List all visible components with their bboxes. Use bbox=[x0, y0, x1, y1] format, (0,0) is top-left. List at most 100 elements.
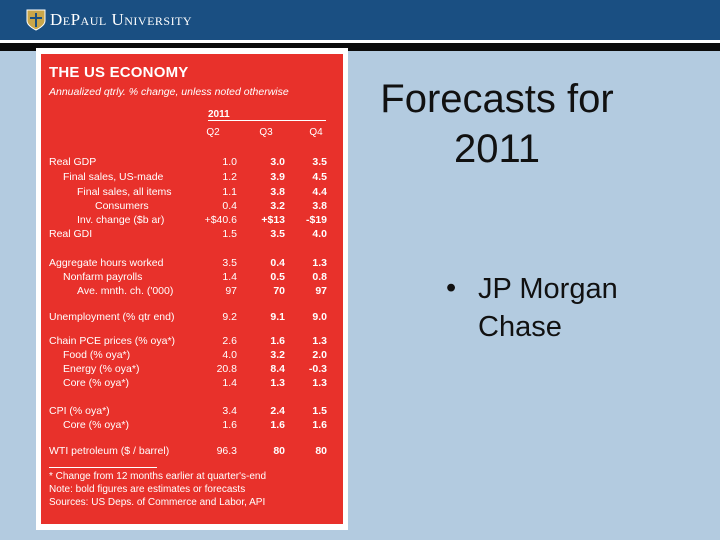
cell-value: -$19 bbox=[305, 214, 327, 226]
footnote-divider bbox=[49, 467, 157, 468]
footnote: Sources: US Deps. of Commerce and Labor,… bbox=[49, 497, 266, 508]
cell-value: 1.3 bbox=[312, 377, 327, 389]
economy-table: THE US ECONOMY Annualized qtrly. % chang… bbox=[41, 54, 343, 524]
cell-value: 4.0 bbox=[222, 349, 237, 361]
row-label: Real GDI bbox=[49, 228, 93, 240]
cell-value: 0.4 bbox=[222, 200, 237, 212]
table-row: Aggregate hours worked 3.5 0.4 1.3 bbox=[41, 256, 343, 270]
table-row: Food (% oya*) 4.0 3.2 2.0 bbox=[41, 348, 343, 362]
table-row: Chain PCE prices (% oya*) 2.6 1.6 1.3 bbox=[41, 334, 343, 348]
university-name: DePaul University bbox=[50, 10, 193, 29]
cell-value: 3.5 bbox=[312, 156, 327, 168]
row-label: Core (% oya*) bbox=[63, 419, 129, 431]
row-label: Energy (% oya*) bbox=[63, 363, 140, 375]
slide-title-line: Forecasts for bbox=[380, 77, 614, 121]
bullet-item: • JP Morgan Chase bbox=[446, 270, 648, 346]
cell-value: 4.5 bbox=[312, 171, 327, 183]
table-row: Core (% oya*) 1.6 1.6 1.6 bbox=[41, 418, 343, 432]
cell-value: 1.3 bbox=[312, 257, 327, 269]
table-row: Consumers 0.4 3.2 3.8 bbox=[41, 199, 343, 213]
cell-value: 0.5 bbox=[270, 271, 285, 283]
cell-value: 1.6 bbox=[270, 335, 285, 347]
cell-value: 3.9 bbox=[270, 171, 285, 183]
table-row: Final sales, all items 1.1 3.8 4.4 bbox=[41, 185, 343, 199]
table-row: Unemployment (% qtr end) 9.2 9.1 9.0 bbox=[41, 310, 343, 324]
bullet-text: JP Morgan Chase bbox=[478, 273, 618, 343]
cell-value: +$40.6 bbox=[204, 214, 237, 226]
cell-value: 97 bbox=[225, 285, 237, 297]
row-label: Aggregate hours worked bbox=[49, 257, 164, 269]
row-label: CPI (% oya*) bbox=[49, 405, 110, 417]
table-row: Energy (% oya*) 20.8 8.4 -0.3 bbox=[41, 362, 343, 376]
cell-value: 1.3 bbox=[312, 335, 327, 347]
cell-value: 1.5 bbox=[222, 228, 237, 240]
slide-title-line: 2011 bbox=[453, 127, 540, 171]
cell-value: 3.4 bbox=[222, 405, 237, 417]
row-label: Chain PCE prices (% oya*) bbox=[49, 335, 176, 347]
cell-value: 97 bbox=[315, 285, 327, 297]
cell-value: 1.3 bbox=[270, 377, 285, 389]
row-label: Real GDP bbox=[49, 156, 97, 168]
cell-value: 3.2 bbox=[270, 349, 285, 361]
quarter-header: Q3 bbox=[259, 127, 273, 138]
row-label: Inv. change ($b ar) bbox=[77, 214, 165, 226]
table-row: Final sales, US-made 1.2 3.9 4.5 bbox=[41, 170, 343, 184]
table-title: THE US ECONOMY bbox=[49, 64, 189, 81]
table-row: Inv. change ($b ar) +$40.6 +$13 -$19 bbox=[41, 213, 343, 227]
footnote: * Change from 12 months earlier at quart… bbox=[49, 471, 267, 482]
cell-value: 80 bbox=[315, 445, 327, 457]
cell-value: 1.6 bbox=[222, 419, 237, 431]
cell-value: 9.2 bbox=[222, 311, 237, 323]
table-row: Nonfarm payrolls 1.4 0.5 0.8 bbox=[41, 270, 343, 284]
table-row: Ave. mnth. ch. ('000) 97 70 97 bbox=[41, 284, 343, 298]
cell-value: 3.8 bbox=[312, 200, 327, 212]
cell-value: 9.0 bbox=[312, 311, 327, 323]
depaul-shield-icon bbox=[26, 9, 46, 31]
cell-value: 2.0 bbox=[312, 349, 327, 361]
bullet-icon: • bbox=[446, 272, 457, 304]
cell-value: 80 bbox=[273, 445, 285, 457]
cell-value: 1.2 bbox=[222, 171, 237, 183]
cell-value: 3.0 bbox=[270, 156, 285, 168]
row-label: Core (% oya*) bbox=[63, 377, 129, 389]
row-label: Unemployment (% qtr end) bbox=[49, 311, 175, 323]
row-label: Nonfarm payrolls bbox=[63, 271, 143, 283]
cell-value: 0.8 bbox=[312, 271, 327, 283]
header-bar: DePaul University bbox=[0, 0, 720, 40]
cell-value: 1.1 bbox=[222, 186, 237, 198]
cell-value: 0.4 bbox=[270, 257, 285, 269]
cell-value: 3.8 bbox=[270, 186, 285, 198]
cell-value: 1.6 bbox=[312, 419, 327, 431]
cell-value: 70 bbox=[273, 285, 285, 297]
quarter-header: Q4 bbox=[309, 127, 323, 138]
cell-value: 2.4 bbox=[270, 405, 285, 417]
cell-value: 4.4 bbox=[312, 186, 327, 198]
table-row: CPI (% oya*) 3.4 2.4 1.5 bbox=[41, 404, 343, 418]
table-row: Real GDP 1.0 3.0 3.5 bbox=[41, 155, 343, 169]
cell-value: 3.5 bbox=[270, 228, 285, 240]
row-label: Final sales, US-made bbox=[63, 171, 164, 183]
cell-value: 3.5 bbox=[222, 257, 237, 269]
cell-value: 1.4 bbox=[222, 271, 237, 283]
cell-value: 3.2 bbox=[270, 200, 285, 212]
cell-value: +$13 bbox=[261, 214, 285, 226]
row-label: Ave. mnth. ch. ('000) bbox=[77, 285, 174, 297]
cell-value: -0.3 bbox=[308, 363, 327, 375]
cell-value: 8.4 bbox=[270, 363, 285, 375]
row-label: Final sales, all items bbox=[77, 186, 172, 198]
row-label: Consumers bbox=[95, 200, 149, 212]
cell-value: 2.6 bbox=[222, 335, 237, 347]
table-subtitle: Annualized qtrly. % change, unless noted… bbox=[49, 86, 289, 98]
cell-value: 9.1 bbox=[270, 311, 285, 323]
economy-table-image: THE US ECONOMY Annualized qtrly. % chang… bbox=[36, 48, 348, 530]
cell-value: 4.0 bbox=[312, 228, 327, 240]
cell-value: 1.4 bbox=[222, 377, 237, 389]
cell-value: 1.6 bbox=[270, 419, 285, 431]
header-black-band bbox=[0, 43, 720, 51]
quarter-header: Q2 bbox=[206, 127, 220, 138]
cell-value: 1.5 bbox=[312, 405, 327, 417]
cell-value: 96.3 bbox=[216, 445, 237, 457]
row-label: Food (% oya*) bbox=[63, 349, 131, 361]
row-label: WTI petroleum ($ / barrel) bbox=[49, 445, 170, 457]
footnote: Note: bold figures are estimates or fore… bbox=[49, 484, 246, 495]
